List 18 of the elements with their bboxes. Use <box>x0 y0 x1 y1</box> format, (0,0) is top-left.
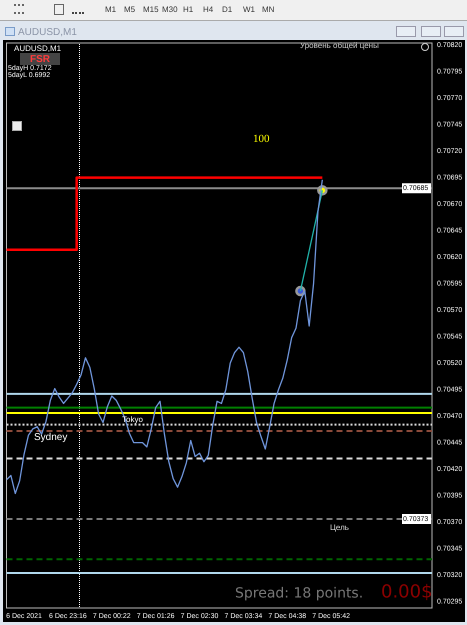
annotation: 100 <box>253 132 270 145</box>
annotation: FSR <box>30 54 51 65</box>
annotation: Цель <box>330 523 349 532</box>
text: D1 <box>222 5 233 14</box>
annotation: Spread: 18 points. <box>235 586 364 602</box>
annotation: AUDUSD,M1 <box>14 44 62 54</box>
text: M5 <box>124 5 136 14</box>
text: W1 <box>243 5 256 14</box>
text: MN <box>262 5 275 14</box>
annotation: Уровень общей цены <box>300 41 380 50</box>
text: M1 <box>105 5 117 14</box>
annotation: Sydney <box>34 432 68 443</box>
text: H1 <box>183 5 194 14</box>
text: H4 <box>203 5 214 14</box>
text: AUDUSD,M1 <box>18 26 78 38</box>
text: M15 <box>143 5 160 14</box>
text: M30 <box>162 5 178 14</box>
annotation: 0.00$ <box>381 582 433 603</box>
